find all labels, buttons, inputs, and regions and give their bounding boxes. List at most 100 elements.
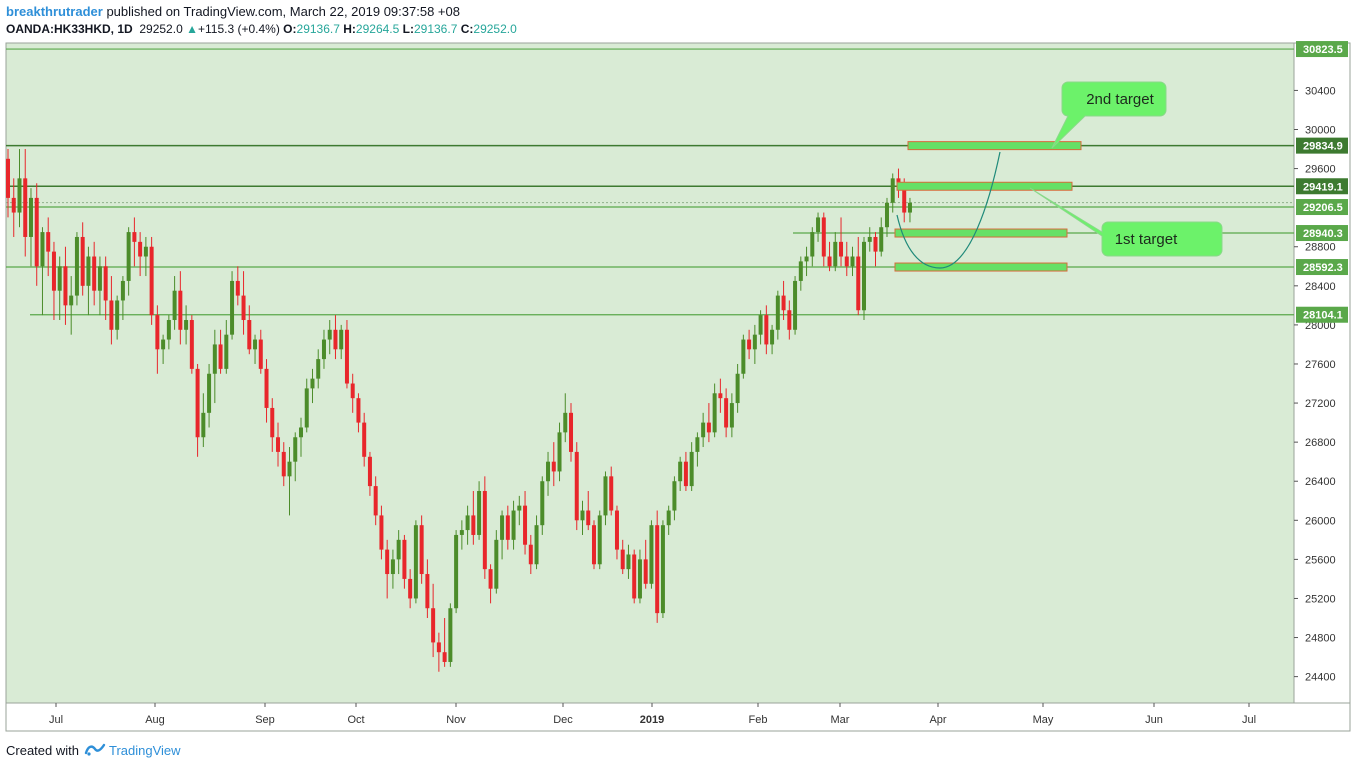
candle-body [333, 329, 338, 350]
candle-body [689, 451, 694, 487]
candle-body [51, 251, 56, 291]
candle-body [718, 393, 723, 399]
candle-body [873, 236, 878, 252]
candle-body [816, 217, 821, 233]
x-tick-label: May [1033, 714, 1054, 726]
level-price-tag [1296, 178, 1348, 195]
candle-body [155, 315, 160, 350]
y-tick-label: 26400 [1305, 476, 1336, 488]
candle-body [804, 256, 809, 262]
candle-body [655, 525, 660, 614]
candle-body [6, 158, 10, 198]
candle-body [69, 295, 74, 306]
candle-body [706, 422, 711, 433]
x-tick-label: Jul [49, 714, 63, 726]
projection-curve [896, 151, 1001, 269]
candle-body [218, 344, 223, 369]
price-chart[interactable]: 24400 24800 25200 25600 26000 26400 26800 27200… [0, 0, 1358, 740]
y-tick-label: 25600 [1305, 554, 1336, 566]
callout-1st-target [1029, 187, 1223, 257]
candle-body [166, 320, 171, 340]
candle-body [34, 197, 39, 267]
candle-body [701, 422, 706, 438]
candle-body [798, 261, 803, 281]
candle-body [821, 217, 826, 257]
candle-body [459, 530, 464, 535]
author-link[interactable]: breakthrutrader [6, 4, 103, 19]
candle-body [574, 451, 579, 521]
open-value: 29136.7 [296, 22, 340, 36]
level-price-label: 29419.1 [1303, 181, 1343, 193]
candle-body [839, 241, 844, 257]
candle-body [896, 178, 901, 184]
candle-body [465, 515, 470, 531]
candle-body [678, 461, 683, 482]
candle-body [758, 315, 763, 335]
candle-body [103, 266, 108, 301]
candle-body [862, 241, 867, 311]
candle-body [649, 525, 654, 584]
candle-body [80, 236, 85, 286]
candle-body [97, 266, 102, 291]
candle-body [40, 232, 45, 267]
candle-body [138, 241, 143, 257]
candle-body [431, 608, 436, 643]
price-change: +115.3 (+0.4%) [197, 22, 280, 36]
candle-body [500, 515, 505, 540]
candle-body [528, 544, 533, 565]
y-tick-label: 28000 [1305, 320, 1336, 332]
y-tick-label: 24400 [1305, 672, 1336, 684]
candle-body [28, 197, 33, 237]
candle-body [844, 256, 849, 267]
candle-body [775, 295, 780, 330]
candle-body [672, 481, 677, 511]
candle-body [120, 280, 125, 301]
candle-body [448, 608, 453, 662]
last-price: 29252.0 [139, 22, 183, 36]
candle-body [362, 422, 367, 457]
x-tick-label: Feb [749, 714, 768, 726]
candle-body [810, 232, 815, 257]
created-with-text: Created with [6, 743, 79, 758]
candle-body [833, 241, 838, 267]
candle-body [201, 412, 206, 438]
x-tick-label: Jun [1145, 714, 1163, 726]
x-tick-label: Apr [929, 714, 946, 726]
level-price-label: 30823.5 [1303, 44, 1343, 56]
y-tick-label: 30000 [1305, 125, 1336, 137]
candle-body [86, 256, 91, 286]
candle-body [505, 515, 510, 540]
candle-body [126, 232, 131, 281]
candle-body [712, 393, 717, 433]
candle-body [747, 339, 752, 350]
candle-body [224, 334, 229, 369]
callout-2nd-target-label: 2nd target [1086, 91, 1154, 108]
high-value: 29264.5 [355, 22, 400, 36]
target-zone [896, 181, 1073, 191]
candle-body [884, 202, 889, 228]
symbol-label: OANDA:HK33HKD, 1D [6, 22, 133, 36]
level-price-label: 28592.3 [1303, 262, 1343, 274]
y-tick-label: 26000 [1305, 515, 1336, 527]
candle-body [321, 339, 326, 360]
candle-body [827, 256, 832, 267]
candle-body [436, 642, 441, 653]
level-price-tag [1296, 199, 1348, 216]
candle-body [298, 427, 303, 438]
candle-body [23, 178, 28, 237]
candle-body [643, 559, 648, 584]
candle-body [276, 437, 281, 452]
candle-body [132, 232, 137, 242]
tradingview-brand[interactable]: TradingView [108, 743, 181, 758]
candle-body [172, 290, 177, 321]
published-text: published on TradingView.com, March 22, … [106, 4, 460, 19]
candle-body [637, 559, 642, 599]
candle-body [241, 295, 246, 321]
candle-body [511, 510, 516, 540]
candle-body [793, 280, 798, 330]
level-price-tag [1296, 259, 1348, 276]
x-tick-label: Sep [255, 714, 275, 726]
candle-body [304, 388, 309, 428]
candle-body [546, 461, 551, 482]
candle-body [316, 359, 321, 379]
